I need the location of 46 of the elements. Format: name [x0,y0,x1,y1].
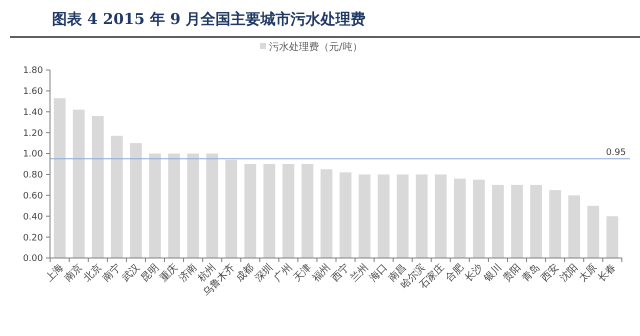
y-tick-label: 0.60 [22,191,44,202]
y-tick-label: 1.60 [22,87,44,98]
y-tick-label: 0.80 [22,170,44,181]
bar [282,164,294,258]
bar [606,216,618,258]
bar [320,169,332,258]
bar [473,180,485,258]
y-tick-label: 1.20 [22,128,44,139]
y-tick-label: 0.40 [22,212,44,222]
y-tick-label: 1.00 [22,150,44,160]
bar [302,164,314,258]
chart-title: 图表 4 2015 年 9 月全国主要城市污水处理费 [52,10,366,28]
bar [244,164,256,258]
bar [511,184,523,258]
bar [340,172,352,258]
y-tick-label: 1.80 [22,66,44,76]
bar [110,136,123,258]
y-tick-label: 0.00 [22,254,44,264]
bar [72,110,85,258]
ref-line-label: 0.95 [606,148,626,158]
legend-label: 污水处理费（元/吨） [269,41,362,53]
bar [587,206,600,258]
bar [225,160,238,258]
x-tick-label: 银川 [480,262,504,285]
bar [454,178,466,258]
bar [54,98,66,258]
bar [416,174,428,258]
x-tick-label: 海口 [367,262,390,284]
x-tick-label: 合肥 [443,262,466,284]
bar [530,184,542,258]
bar [206,154,218,258]
y-tick-label: 1.40 [22,108,44,118]
bar [396,174,409,258]
bar [434,174,447,258]
bar [187,154,200,258]
bar [149,154,161,258]
bar [358,174,370,258]
bar [130,143,142,258]
bar [492,184,504,258]
bar [568,195,580,258]
y-tick-label: 0.20 [22,233,44,244]
bar [92,116,104,258]
bar [168,154,180,258]
bar [378,174,390,258]
bar [263,164,276,258]
bar [549,190,562,258]
